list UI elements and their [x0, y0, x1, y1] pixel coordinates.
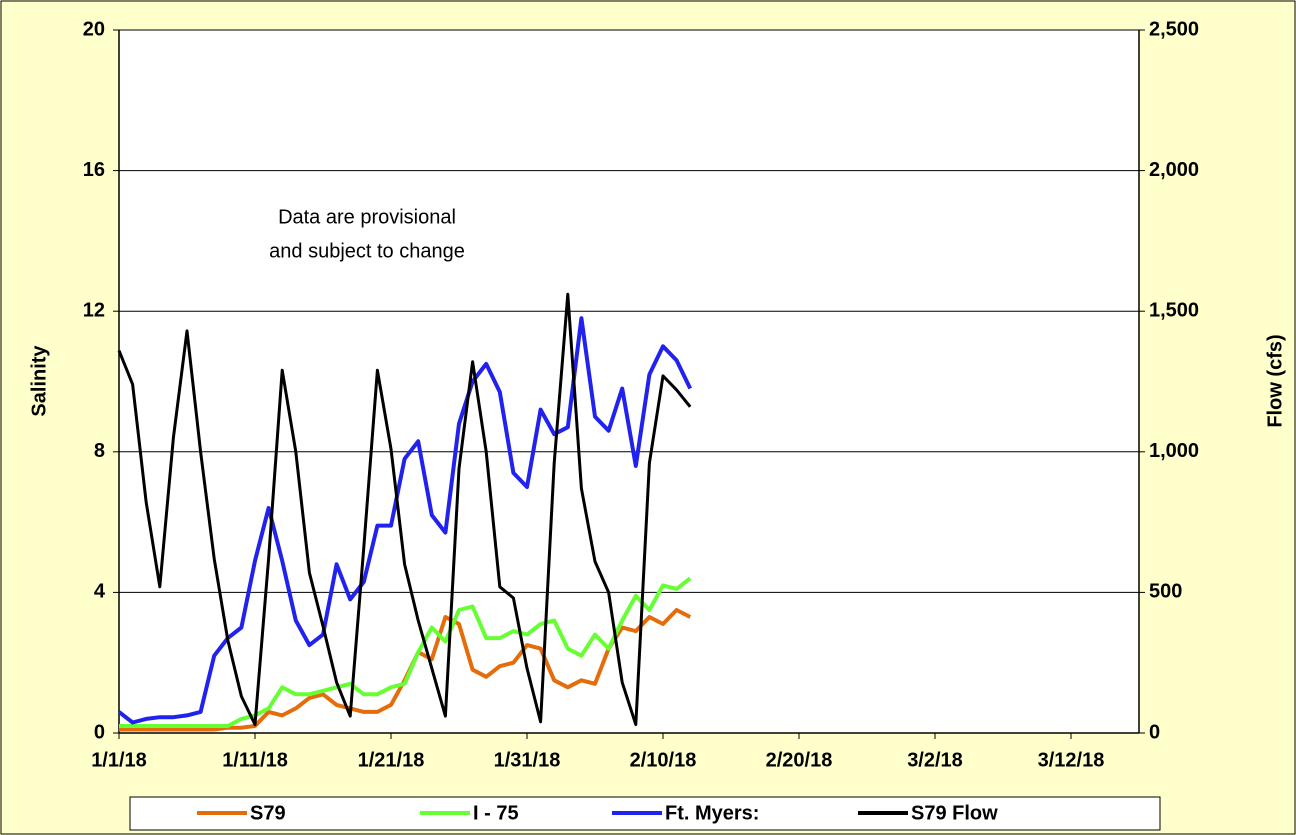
- y-tick-label: 20: [83, 18, 105, 40]
- legend-label: S79 Flow: [911, 802, 998, 824]
- y-tick-label: 0: [94, 721, 105, 743]
- y2-tick-label: 500: [1149, 581, 1182, 603]
- series-line: [119, 576, 692, 728]
- annotation: and subject to change: [269, 240, 465, 262]
- legend-label: Ft. Myers:: [665, 802, 759, 824]
- x-tick-label: 2/10/18: [630, 749, 697, 771]
- y2-tick-label: 2,500: [1149, 18, 1199, 40]
- legend-label: I - 75: [473, 802, 519, 824]
- x-tick-label: 3/2/18: [907, 749, 963, 771]
- series-line: [117, 316, 693, 725]
- y-axis-label: Salinity: [28, 345, 50, 417]
- y-tick-label: 4: [94, 581, 106, 603]
- y-tick-label: 8: [94, 440, 105, 462]
- x-tick-label: 1/1/18: [91, 749, 147, 771]
- x-tick-label: 1/21/18: [358, 749, 425, 771]
- y2-tick-label: 0: [1149, 721, 1160, 743]
- annotation: Data are provisional: [278, 206, 456, 228]
- y-tick-label: 12: [83, 299, 105, 321]
- y2-tick-label: 1,000: [1149, 440, 1199, 462]
- y2-tick-label: 2,000: [1149, 159, 1199, 181]
- plot-area: [119, 30, 1139, 733]
- x-tick-label: 1/31/18: [494, 749, 561, 771]
- x-tick-label: 1/11/18: [222, 749, 288, 771]
- y2-tick-label: 1,500: [1149, 299, 1199, 321]
- y-tick-label: 16: [83, 159, 105, 181]
- legend-label: S79: [250, 802, 286, 824]
- x-tick-label: 3/12/18: [1038, 749, 1105, 771]
- y2-axis-label: Flow (cfs): [1264, 334, 1286, 427]
- x-tick-label: 2/20/18: [766, 749, 833, 771]
- series-line: [117, 292, 692, 727]
